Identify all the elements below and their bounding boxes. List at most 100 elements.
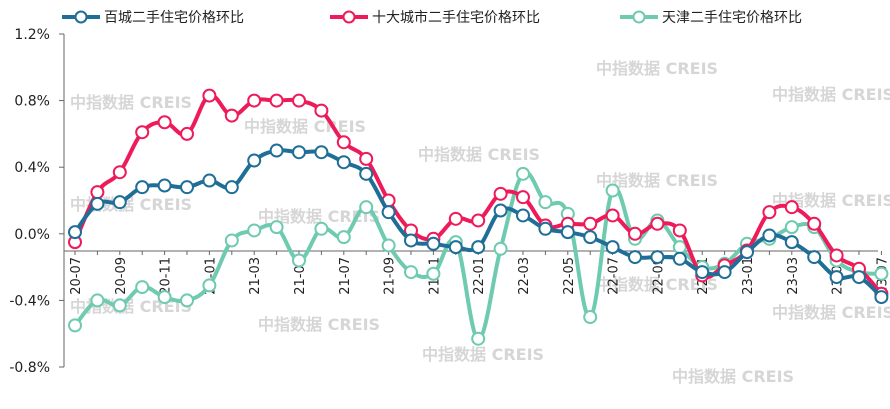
- data-point: [90, 185, 105, 200]
- data-point: [135, 180, 150, 195]
- data-point: [605, 183, 620, 198]
- watermark-text: 中指数据 CREIS: [422, 345, 544, 364]
- data-point: [180, 180, 194, 195]
- data-point: [628, 226, 642, 241]
- data-point: [784, 235, 799, 250]
- data-point: [807, 250, 822, 265]
- watermark-text: 中指数据 CREIS: [772, 303, 890, 322]
- data-point: [292, 93, 306, 108]
- data-point: [314, 145, 329, 160]
- data-point: [112, 195, 127, 210]
- data-point: [448, 240, 463, 255]
- watermark-text: 中指数据 CREIS: [418, 145, 540, 164]
- watermark-text: 中指数据 CREIS: [596, 59, 718, 78]
- data-point: [874, 266, 889, 281]
- data-point: [493, 186, 508, 201]
- data-point: [336, 135, 351, 150]
- data-point: [493, 203, 508, 218]
- data-point: [471, 240, 486, 255]
- legend-item: 天津二手住宅价格环比: [620, 10, 802, 26]
- data-point: [359, 200, 374, 215]
- data-point: [336, 230, 351, 245]
- data-point: [292, 145, 306, 160]
- series-line: [73, 170, 882, 341]
- x-tick-label: 22-03: [517, 257, 532, 295]
- data-point: [605, 240, 620, 255]
- data-point: [829, 248, 844, 263]
- series: [68, 143, 889, 305]
- x-tick-label: 21-03: [248, 257, 263, 295]
- x-tick-label: 23-03: [786, 257, 801, 295]
- legend-label: 百城二手住宅价格环比: [104, 10, 244, 26]
- data-point: [672, 223, 687, 238]
- series-layer: [68, 88, 889, 346]
- legend-item: 百城二手住宅价格环比: [62, 10, 244, 26]
- data-point: [157, 178, 172, 193]
- data-point: [560, 225, 575, 240]
- legend-item: 十大城市二手住宅价格环比: [330, 9, 540, 26]
- data-point: [202, 173, 217, 188]
- data-point: [516, 190, 530, 205]
- data-point: [224, 180, 239, 195]
- y-tick-label: 0.4%: [14, 160, 50, 176]
- data-point: [247, 93, 262, 108]
- data-point: [448, 211, 463, 226]
- data-point: [381, 205, 396, 220]
- y-axis: -0.8% -0.4% 0.0% 0.4% 0.8% 1.2%: [9, 27, 65, 376]
- data-point: [202, 88, 217, 103]
- y-tick-label: -0.4%: [9, 293, 50, 309]
- legend: 百城二手住宅价格环比 十大城市二手住宅价格环比 天津二手住宅价格环比: [62, 9, 802, 26]
- legend-swatch-marker: [74, 10, 88, 24]
- data-point: [404, 233, 418, 248]
- data-point: [672, 240, 687, 255]
- data-point: [359, 151, 374, 166]
- y-tick-label: 0.8%: [14, 94, 50, 110]
- data-point: [112, 165, 127, 180]
- data-point: [516, 166, 530, 181]
- watermark-text: 中指数据 CREIS: [258, 315, 380, 334]
- data-point: [538, 195, 553, 210]
- data-point: [314, 221, 329, 236]
- data-point: [292, 253, 306, 268]
- x-tick-label: 20-07: [69, 257, 84, 295]
- data-point: [157, 115, 172, 130]
- x-tick-label: 23-01: [741, 257, 756, 295]
- data-point: [224, 233, 239, 248]
- watermark-text: 中指数据 CREIS: [596, 275, 718, 294]
- data-point: [650, 250, 665, 265]
- data-point: [90, 196, 105, 211]
- data-point: [202, 278, 217, 293]
- data-point: [404, 265, 418, 280]
- series: [68, 88, 889, 301]
- data-point: [90, 293, 105, 308]
- watermark-text: 中指数据 CREIS: [672, 367, 794, 386]
- legend-swatch-marker: [342, 10, 356, 24]
- watermark-text: 中指数据 CREIS: [772, 191, 890, 210]
- data-point: [336, 155, 351, 170]
- watermark-text: 中指数据 CREIS: [244, 117, 366, 136]
- x-tick-label: 20-09: [114, 257, 129, 295]
- data-point: [538, 221, 553, 236]
- data-point: [68, 225, 82, 240]
- data-point: [762, 205, 777, 220]
- data-point: [583, 216, 598, 231]
- data-point: [180, 293, 194, 308]
- x-tick-label: 22-09: [651, 257, 666, 295]
- data-point: [471, 213, 486, 228]
- data-point: [247, 223, 262, 238]
- watermark-text: 中指数据 CREIS: [772, 85, 890, 104]
- data-point: [852, 270, 866, 285]
- data-point: [471, 331, 486, 346]
- data-point: [269, 143, 284, 158]
- data-point: [516, 208, 530, 223]
- y-tick-label: -0.8%: [9, 360, 50, 376]
- legend-label: 十大城市二手住宅价格环比: [372, 9, 540, 26]
- data-point: [135, 280, 150, 295]
- y-tick-label: 1.2%: [14, 27, 50, 43]
- data-point: [583, 230, 598, 245]
- watermark-text: 中指数据 CREIS: [596, 171, 718, 190]
- data-point: [247, 153, 262, 168]
- data-point: [112, 298, 127, 313]
- data-point: [314, 103, 329, 118]
- x-tick-label: 21-09: [383, 257, 398, 295]
